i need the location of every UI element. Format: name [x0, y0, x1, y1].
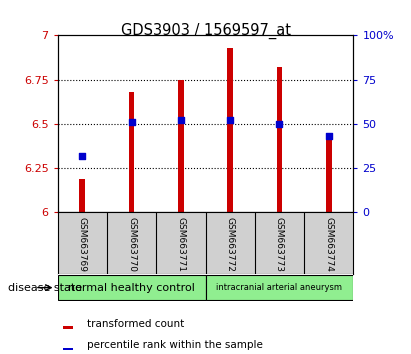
Text: transformed count: transformed count — [87, 319, 185, 329]
Text: GSM663774: GSM663774 — [324, 217, 333, 272]
Point — [128, 119, 135, 125]
Point — [227, 118, 233, 123]
Point — [326, 133, 332, 139]
Text: GSM663769: GSM663769 — [78, 217, 87, 272]
Text: GSM663770: GSM663770 — [127, 217, 136, 272]
Bar — [79, 179, 85, 212]
Text: disease state: disease state — [8, 282, 82, 293]
Bar — [63, 326, 73, 329]
Text: percentile rank within the sample: percentile rank within the sample — [87, 340, 263, 350]
Bar — [129, 92, 134, 212]
Bar — [63, 348, 73, 350]
Text: normal healthy control: normal healthy control — [68, 282, 195, 293]
Point — [79, 153, 85, 159]
Point — [276, 121, 283, 127]
Text: intracranial arterial aneurysm: intracranial arterial aneurysm — [217, 283, 342, 292]
Bar — [277, 67, 282, 212]
Bar — [227, 48, 233, 212]
Bar — [58, 275, 206, 300]
Bar — [326, 138, 332, 212]
Text: GSM663773: GSM663773 — [275, 217, 284, 272]
Bar — [178, 80, 184, 212]
Bar — [206, 275, 353, 300]
Text: GSM663772: GSM663772 — [226, 217, 235, 272]
Point — [178, 118, 184, 123]
Text: GDS3903 / 1569597_at: GDS3903 / 1569597_at — [120, 23, 291, 39]
Text: GSM663771: GSM663771 — [176, 217, 185, 272]
